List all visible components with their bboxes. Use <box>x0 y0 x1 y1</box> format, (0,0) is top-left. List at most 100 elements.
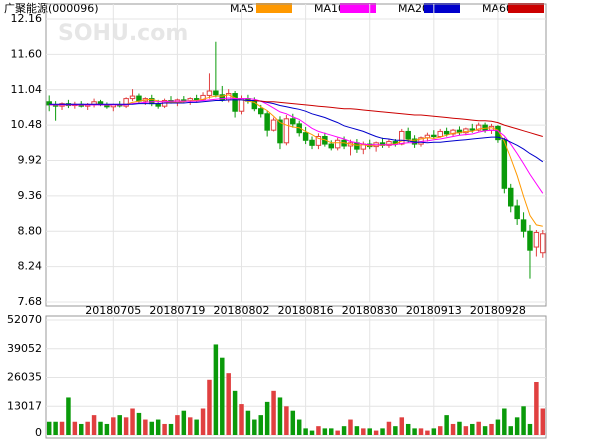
x-tick-label: 20180705 <box>85 304 141 317</box>
candle-body <box>251 100 258 110</box>
ma-line <box>49 97 544 194</box>
candle-body <box>206 90 213 96</box>
volume-tick-label: 13017 <box>7 399 42 412</box>
volume-bar <box>187 417 193 435</box>
volume-bar <box>232 390 238 435</box>
candle-body <box>533 232 540 248</box>
volume-bar <box>53 421 58 435</box>
volume-bar <box>482 426 488 435</box>
volume-bar <box>181 410 187 435</box>
candle-body <box>469 128 476 131</box>
price-frame <box>45 3 547 307</box>
volume-bar <box>220 357 225 435</box>
volume-bar <box>418 428 424 435</box>
candle-body <box>443 130 450 135</box>
volume-bar <box>175 415 180 435</box>
volume-bar <box>200 408 206 435</box>
volume-bar <box>85 421 90 435</box>
volume-bar <box>130 408 135 435</box>
candle-body <box>315 135 322 146</box>
candle-body <box>501 139 508 189</box>
candle-body <box>219 94 226 101</box>
y-tick-label: 12.16 <box>11 12 43 25</box>
x-tick-label: 20180830 <box>342 304 398 317</box>
x-tick-label: 20180816 <box>278 304 334 317</box>
legend-swatch <box>340 3 376 13</box>
candle-body <box>437 130 443 137</box>
legend-label: MA10 <box>314 2 345 15</box>
volume-bar <box>245 410 251 435</box>
volume-bar <box>226 373 231 435</box>
volume-bar <box>457 421 462 435</box>
volume-bar <box>239 404 244 435</box>
volume-bar <box>399 417 405 435</box>
candle-body <box>386 141 392 146</box>
volume-bar <box>476 421 481 435</box>
legend-label: MA20 <box>398 2 429 15</box>
candle-body <box>123 98 129 107</box>
volume-bar <box>341 426 347 435</box>
candle-body <box>540 233 546 254</box>
y-tick-label: 11.04 <box>11 83 43 96</box>
candle-body <box>193 98 200 101</box>
candle-body <box>213 90 219 96</box>
watermark: SOHU.com <box>58 21 188 46</box>
volume-bar <box>264 401 270 435</box>
candle-body <box>283 118 290 144</box>
volume-bar <box>290 410 296 435</box>
ma-line <box>49 94 543 227</box>
x-tick-label: 20180928 <box>470 304 526 317</box>
volume-bar <box>373 430 379 435</box>
volume-bar <box>98 421 103 435</box>
volume-bar <box>463 426 469 435</box>
candle-body <box>277 119 283 144</box>
x-tick-label: 20180802 <box>214 304 270 317</box>
volume-bar <box>59 421 65 435</box>
volume-bar <box>155 419 161 435</box>
volume-bar <box>143 419 148 435</box>
candle-body <box>475 124 482 131</box>
volume-bar <box>322 428 328 435</box>
volume-bar <box>431 428 437 435</box>
volume-bar <box>437 426 443 435</box>
volume-bar <box>405 423 411 435</box>
volume-bar <box>252 419 257 435</box>
volume-bar <box>91 415 97 435</box>
candle-body <box>264 113 270 131</box>
volume-bar <box>258 415 263 435</box>
volume-bar <box>149 421 155 435</box>
ma-line <box>49 99 544 163</box>
volume-bar <box>207 379 212 435</box>
candle-body <box>405 130 411 140</box>
volume-bar <box>79 423 84 435</box>
volume-bar <box>104 423 110 435</box>
volume-tick-label: 52070 <box>7 313 42 326</box>
candle-body <box>334 139 341 149</box>
volume-bar <box>380 428 385 435</box>
candle-body <box>302 132 309 141</box>
legend-swatch <box>256 3 292 13</box>
y-tick-label: 9.92 <box>18 154 43 167</box>
volume-tick-label: 0 <box>35 426 42 439</box>
volume-bar <box>393 426 398 435</box>
legend: MA5MA10MA20MA60 <box>230 2 544 15</box>
volume-bar <box>495 419 501 435</box>
volume-bar <box>489 423 494 435</box>
volume-bar <box>367 428 372 435</box>
volume-bar <box>111 417 116 435</box>
volume-bar <box>66 397 71 435</box>
volume-bar <box>271 390 276 435</box>
volume-bar <box>444 415 449 435</box>
candle-body <box>309 139 315 146</box>
volume-bar <box>284 406 289 435</box>
candle-body <box>258 108 264 115</box>
candle-body <box>399 130 405 145</box>
legend-swatch <box>424 3 460 13</box>
volume-bar <box>162 423 167 435</box>
candle-body <box>354 142 360 150</box>
volume-bar <box>117 415 122 435</box>
volume-bar <box>123 417 129 435</box>
y-tick-label: 9.36 <box>18 189 43 202</box>
volume-bar <box>450 423 456 435</box>
